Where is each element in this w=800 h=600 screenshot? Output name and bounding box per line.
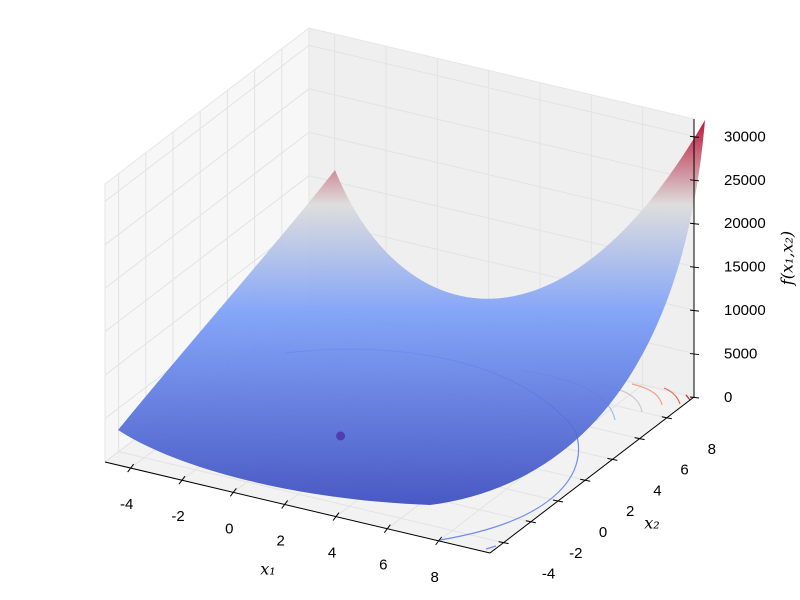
grid-line (104, 131, 310, 289)
x-axis-label: x₁ (260, 560, 275, 579)
contour (685, 394, 691, 401)
z-tick (689, 179, 700, 182)
contour (663, 387, 681, 405)
z-tick-label: 5000 (724, 346, 757, 363)
y-tick-label: 0 (599, 524, 607, 541)
z-tick-label: 25000 (724, 172, 766, 189)
contour (485, 545, 497, 550)
y-axis-label: x₂ (644, 514, 659, 533)
y-tick (580, 478, 591, 482)
z-axis-label: f(x₁,x₂) (778, 231, 797, 286)
grid-line (118, 451, 504, 544)
y-tick (607, 457, 618, 461)
z-tick (689, 309, 700, 312)
y-tick-label: 6 (680, 462, 688, 479)
x-tick (281, 500, 289, 509)
z-tick (689, 135, 700, 138)
y-tick (661, 416, 672, 420)
surface (118, 120, 705, 505)
y-tick (634, 437, 645, 441)
x-tick-label: -2 (171, 508, 184, 525)
y-tick (498, 541, 509, 545)
x-tick-label: 4 (328, 545, 336, 562)
grid-line (104, 44, 310, 202)
y-axis-line (489, 396, 695, 554)
z-tick (689, 353, 700, 356)
x-tick (178, 475, 186, 485)
x-tick (127, 463, 135, 473)
grid-line (308, 44, 695, 137)
y-tick-label: -2 (569, 545, 582, 562)
grid-line (104, 88, 310, 246)
x-tick (229, 488, 237, 497)
z-tick-label: 15000 (724, 259, 766, 276)
z-tick-label: 30000 (724, 128, 766, 145)
y-tick-label: 8 (708, 441, 716, 458)
axes: -4 -2 0 2 4 6 8 -4 -2 0 2 4 6 8 0 5000 10000 15000 20000 25… (104, 119, 766, 586)
y-tick (552, 499, 564, 503)
x-tick-label: 6 (379, 557, 387, 574)
y-tick (525, 520, 536, 524)
x-tick (435, 536, 443, 546)
contour (631, 383, 663, 406)
x-axis-line (104, 461, 491, 554)
x-tick-label: -4 (120, 496, 133, 513)
x-tick-label: 8 (430, 569, 438, 586)
z-tick (689, 266, 700, 269)
grid-line (104, 175, 310, 333)
z-tick-label: 0 (724, 389, 732, 406)
x-tick-label: 2 (276, 532, 284, 549)
z-tick-label: 10000 (724, 302, 766, 319)
grid-line (308, 88, 695, 181)
x-tick-label: 0 (225, 520, 233, 537)
y-tick-label: 4 (653, 482, 661, 499)
z-tick-label: 20000 (724, 215, 766, 232)
x-tick (332, 512, 340, 521)
grid-line (308, 131, 695, 224)
z-tick (689, 222, 700, 225)
marker (336, 431, 346, 441)
z-tick (689, 396, 700, 399)
x-tick (383, 524, 391, 534)
y-tick-label: 2 (626, 503, 634, 520)
y-tick-label: -4 (542, 566, 555, 583)
